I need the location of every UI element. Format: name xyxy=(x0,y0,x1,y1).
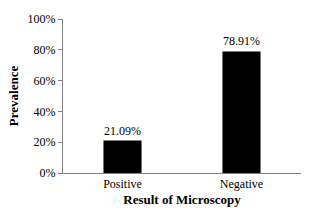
svg-text:Positive: Positive xyxy=(103,177,142,191)
svg-text:Prevalence: Prevalence xyxy=(6,66,21,127)
svg-text:21.09%: 21.09% xyxy=(104,124,141,138)
svg-text:0%: 0% xyxy=(40,166,56,180)
svg-text:60%: 60% xyxy=(34,74,56,88)
svg-text:100%: 100% xyxy=(28,12,56,26)
svg-text:40%: 40% xyxy=(34,105,56,119)
svg-text:20%: 20% xyxy=(34,135,56,149)
svg-text:80%: 80% xyxy=(34,43,56,57)
svg-text:Result of Microscopy: Result of Microscopy xyxy=(123,192,241,207)
svg-text:78.91%: 78.91% xyxy=(223,34,260,48)
svg-text:Negative: Negative xyxy=(220,177,263,191)
